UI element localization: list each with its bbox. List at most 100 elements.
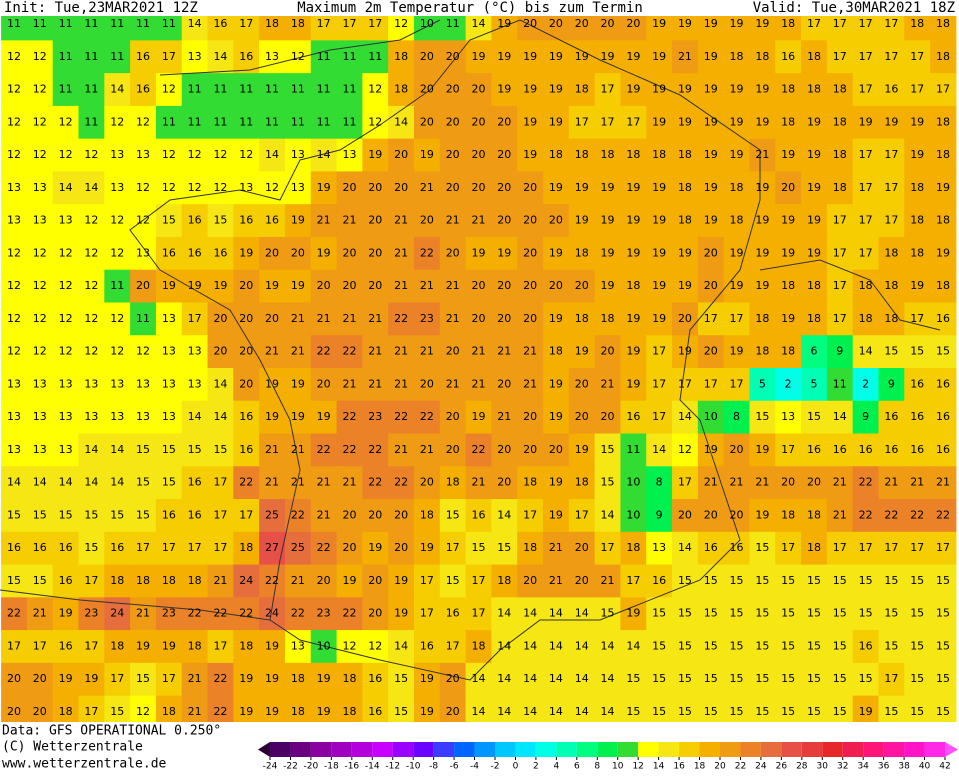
- temperature-cell: [104, 236, 131, 271]
- temperature-value: 12: [110, 115, 124, 128]
- temperature-cell: [594, 630, 621, 664]
- copyright: (C) Wetterzentrale: [2, 740, 143, 755]
- temperature-value: 15: [162, 214, 176, 227]
- temperature-value: 22: [420, 410, 434, 423]
- temperature-cell: [543, 236, 570, 271]
- temperature-value: 21: [394, 443, 408, 456]
- temperature-value: 20: [368, 508, 382, 521]
- temperature-cell: [904, 302, 931, 336]
- temperature-cell: [26, 335, 54, 369]
- temperature-cell: [826, 662, 854, 697]
- temperature-value: 15: [833, 574, 847, 587]
- temperature-cell: [284, 138, 312, 172]
- temperature-cell: [259, 400, 286, 435]
- temperature-value: 17: [342, 17, 356, 30]
- temperature-cell: [543, 171, 570, 205]
- temperature-cell: [930, 662, 957, 697]
- temperature-cell: [594, 138, 621, 172]
- temperature-cell: [130, 105, 157, 140]
- temperature-cell: [52, 499, 80, 533]
- temperature-value: 19: [755, 246, 769, 259]
- temperature-cell: [826, 466, 854, 500]
- temperature-value: 20: [472, 115, 486, 128]
- temperature-value: 19: [626, 83, 640, 96]
- temperature-value: 20: [239, 345, 253, 358]
- temperature-cell: [826, 630, 854, 664]
- temperature-value: 20: [626, 17, 640, 30]
- temperature-cell: [517, 433, 544, 467]
- temperature-value: 17: [601, 83, 615, 96]
- temperature-cell: [697, 73, 725, 107]
- temperature-value: 16: [59, 639, 73, 652]
- temperature-cell: [697, 269, 725, 303]
- temperature-cell: [130, 662, 157, 697]
- scale-tick-label: 34: [857, 762, 869, 772]
- temperature-value: 17: [910, 312, 924, 325]
- temperature-cell: [26, 400, 54, 435]
- temperature-value: 14: [575, 607, 589, 620]
- temperature-cell: [775, 433, 802, 467]
- temperature-cell: [749, 466, 776, 500]
- temperature-cell: [362, 40, 389, 74]
- temperature-value: 12: [33, 246, 47, 259]
- temperature-cell: [155, 466, 183, 500]
- temperature-cell: [1, 40, 28, 74]
- temperature-value: 15: [781, 705, 795, 718]
- temperature-value: 20: [291, 246, 305, 259]
- temperature-value: 13: [7, 443, 21, 456]
- temperature-value: 9: [862, 410, 869, 423]
- temperature-value: 16: [239, 410, 253, 423]
- temperature-value: 18: [291, 705, 305, 718]
- temperature-value: 21: [549, 574, 563, 587]
- temperature-value: 15: [781, 574, 795, 587]
- temperature-cell: [439, 531, 467, 566]
- temperature-cell: [465, 400, 492, 435]
- temperature-cell: [646, 630, 673, 664]
- temperature-value: 19: [730, 246, 744, 259]
- temperature-value: 20: [704, 345, 718, 358]
- temperature-cell: [1, 499, 28, 533]
- temperature-value: 11: [110, 279, 124, 292]
- temperature-cell: [697, 466, 725, 500]
- temperature-cell: [723, 368, 750, 402]
- scale-box: [290, 742, 311, 757]
- temperature-cell: [543, 73, 570, 107]
- temperature-cell: [517, 269, 544, 303]
- temperature-cell: [78, 236, 105, 271]
- temperature-value: 13: [781, 410, 795, 423]
- temperature-value: 11: [265, 115, 279, 128]
- temperature-cell: [723, 236, 750, 271]
- temperature-value: 14: [472, 17, 486, 30]
- temperature-cell: [284, 236, 312, 271]
- temperature-cell: [672, 531, 699, 566]
- temperature-value: 19: [317, 410, 331, 423]
- temperature-value: 17: [833, 312, 847, 325]
- temperature-cell: [336, 466, 363, 500]
- temperature-cell: [749, 105, 776, 140]
- temperature-cell: [723, 171, 750, 205]
- temperature-value: 19: [652, 83, 666, 96]
- temperature-value: 12: [265, 181, 279, 194]
- temperature-cell: [439, 269, 467, 303]
- temperature-value: 18: [781, 279, 795, 292]
- temperature-value: 15: [704, 705, 718, 718]
- temperature-value: 17: [859, 181, 873, 194]
- temperature-value: 15: [807, 574, 821, 587]
- scale-box: [781, 742, 802, 757]
- temperature-cell: [413, 433, 441, 467]
- temperature-value: 22: [394, 476, 408, 489]
- temperature-cell: [78, 400, 105, 435]
- temperature-value: 12: [368, 115, 382, 128]
- temperature-cell: [543, 400, 570, 435]
- temperature-value: 19: [472, 410, 486, 423]
- temperature-value: 14: [601, 639, 615, 652]
- temperature-cell: [284, 466, 312, 500]
- temperature-value: 15: [704, 607, 718, 620]
- temperature-value: 20: [575, 279, 589, 292]
- temperature-cell: [259, 302, 286, 336]
- temperature-cell: [517, 138, 544, 172]
- temperature-cell: [904, 630, 931, 664]
- temperature-cell: [1, 662, 28, 697]
- temperature-value: 18: [833, 181, 847, 194]
- temperature-value: 21: [446, 377, 460, 390]
